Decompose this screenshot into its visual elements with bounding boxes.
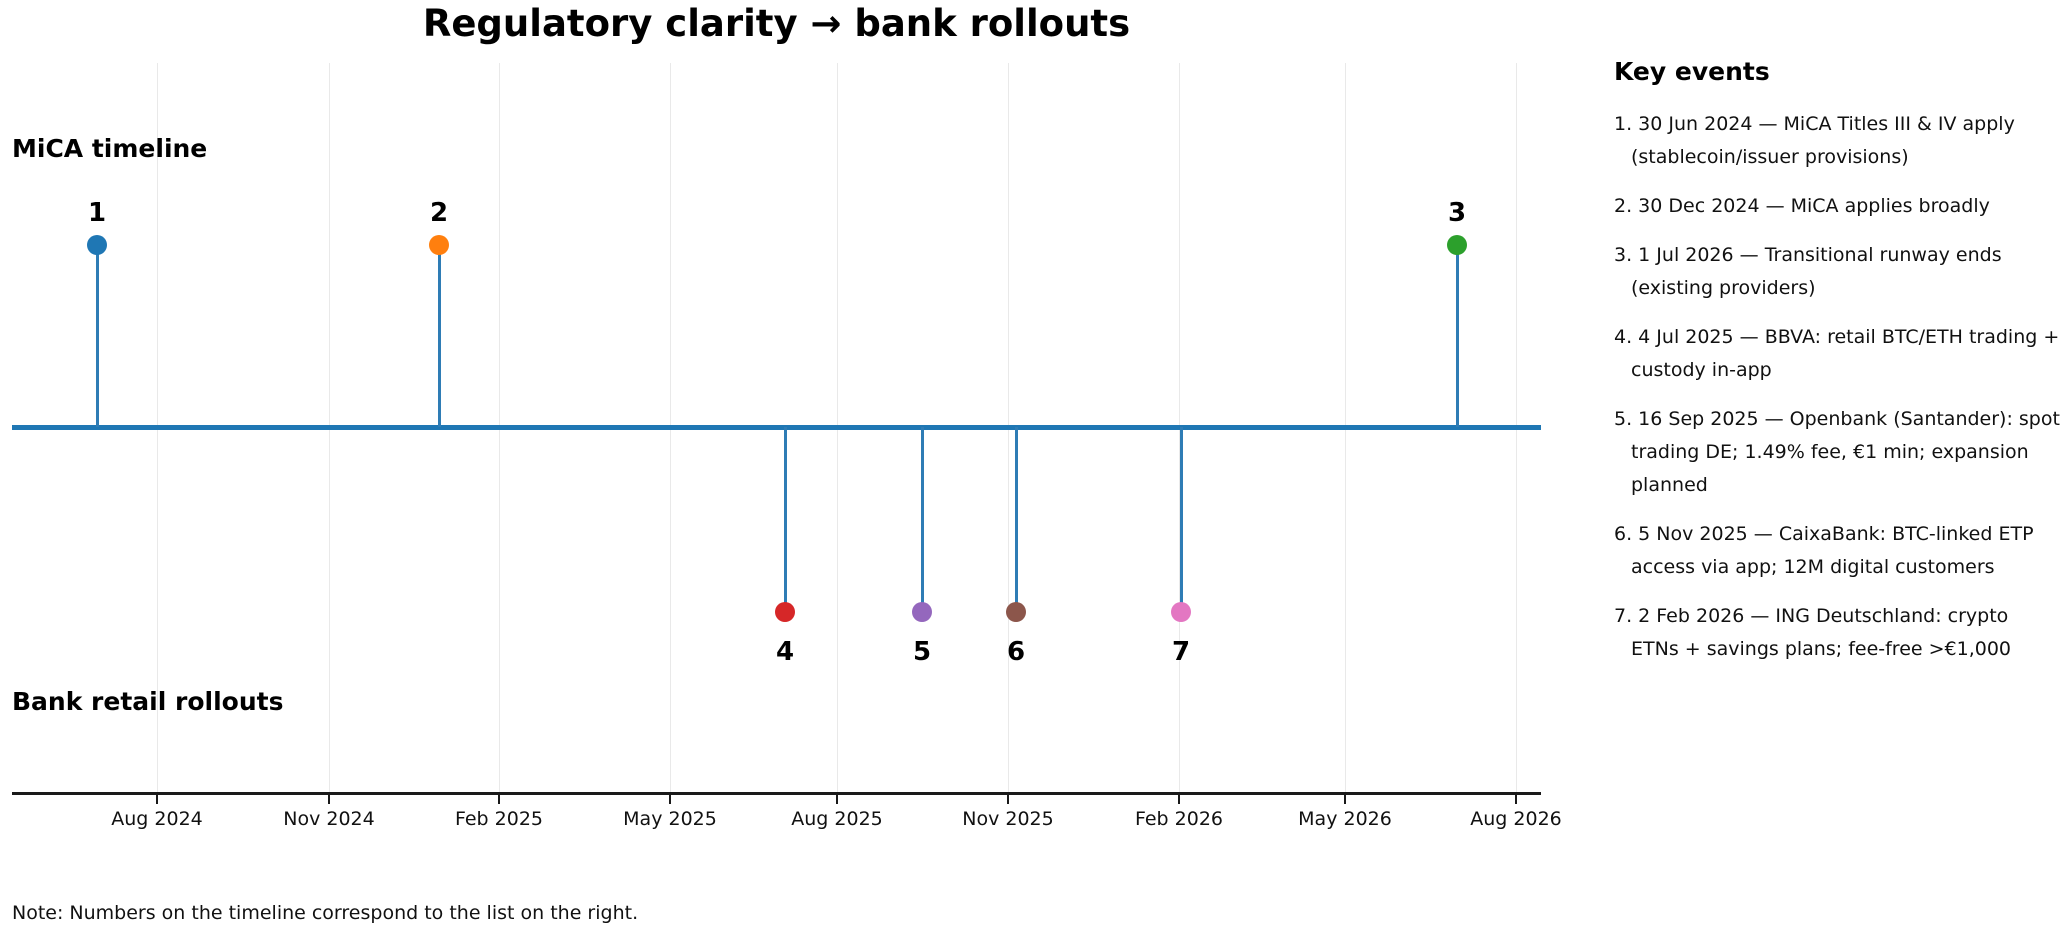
x-axis-tick-label: Feb 2025 <box>454 808 544 830</box>
event-stem <box>784 427 787 612</box>
event-number-label: 6 <box>1006 637 1026 667</box>
x-axis-tick <box>1007 795 1009 804</box>
key-events-list: 1. 30 Jun 2024 — MiCA Titles III & IV ap… <box>1614 108 2062 666</box>
event-stem <box>1015 427 1018 612</box>
event-number-label: 2 <box>429 198 449 228</box>
event-marker <box>1006 602 1026 622</box>
x-axis-tick <box>1178 795 1180 804</box>
key-events-heading: Key events <box>1614 57 1770 86</box>
key-event-item: 3. 1 Jul 2026 — Transitional runway ends… <box>1614 244 2002 299</box>
x-axis-tick-label: Aug 2024 <box>111 808 203 830</box>
event-number-label: 3 <box>1447 198 1467 228</box>
x-axis-tick <box>1515 795 1517 804</box>
event-marker <box>775 602 795 622</box>
event-marker <box>1171 602 1191 622</box>
x-axis-tick <box>328 795 330 804</box>
x-axis-tick-label: Aug 2026 <box>1470 808 1562 830</box>
event-stem <box>1180 427 1183 612</box>
key-event-item: 6. 5 Nov 2025 — CaixaBank: BTC-linked ET… <box>1614 523 2034 578</box>
event-marker <box>87 235 107 255</box>
event-stem <box>438 245 441 427</box>
x-axis-tick-label: Nov 2025 <box>962 808 1054 830</box>
event-marker <box>429 235 449 255</box>
x-axis-line <box>12 792 1541 795</box>
event-number-label: 7 <box>1171 637 1191 667</box>
x-axis-tick <box>836 795 838 804</box>
x-axis-tick-label: Feb 2026 <box>1134 808 1224 830</box>
key-event-item: 5. 16 Sep 2025 — Openbank (Santander): s… <box>1614 408 2060 496</box>
section-label-mica-timeline: MiCA timeline <box>12 134 208 163</box>
key-event-item: 4. 4 Jul 2025 — BBVA: retail BTC/ETH tra… <box>1614 326 2060 381</box>
timeline-main-line <box>12 425 1541 430</box>
x-axis-tick-label: May 2025 <box>623 808 717 830</box>
x-axis-tick-label: May 2026 <box>1298 808 1392 830</box>
x-axis-tick-label: Nov 2024 <box>283 808 375 830</box>
event-number-label: 1 <box>87 198 107 228</box>
event-stem <box>921 427 924 612</box>
event-stem <box>1456 245 1459 427</box>
event-marker <box>912 602 932 622</box>
footnote: Note: Numbers on the timeline correspond… <box>12 902 639 924</box>
key-events-panel: Key events 1. 30 Jun 2024 — MiCA Titles … <box>1614 57 2062 682</box>
key-event-item: 7. 2 Feb 2026 — ING Deutschland: crypto … <box>1614 605 2012 660</box>
event-number-label: 5 <box>912 637 932 667</box>
event-stem <box>96 245 99 427</box>
event-marker <box>1447 235 1467 255</box>
event-number-label: 4 <box>775 637 795 667</box>
chart-title: Regulatory clarity → bank rollouts <box>422 2 1131 45</box>
x-axis-tick-label: Aug 2025 <box>791 808 883 830</box>
key-event-item: 2. 30 Dec 2024 — MiCA applies broadly <box>1614 195 1990 217</box>
key-event-item: 1. 30 Jun 2024 — MiCA Titles III & IV ap… <box>1614 113 2015 168</box>
x-axis-tick <box>669 795 671 804</box>
x-axis-tick <box>1344 795 1346 804</box>
section-label-bank-rollouts: Bank retail rollouts <box>12 687 284 716</box>
x-axis-tick <box>156 795 158 804</box>
x-axis-tick <box>498 795 500 804</box>
